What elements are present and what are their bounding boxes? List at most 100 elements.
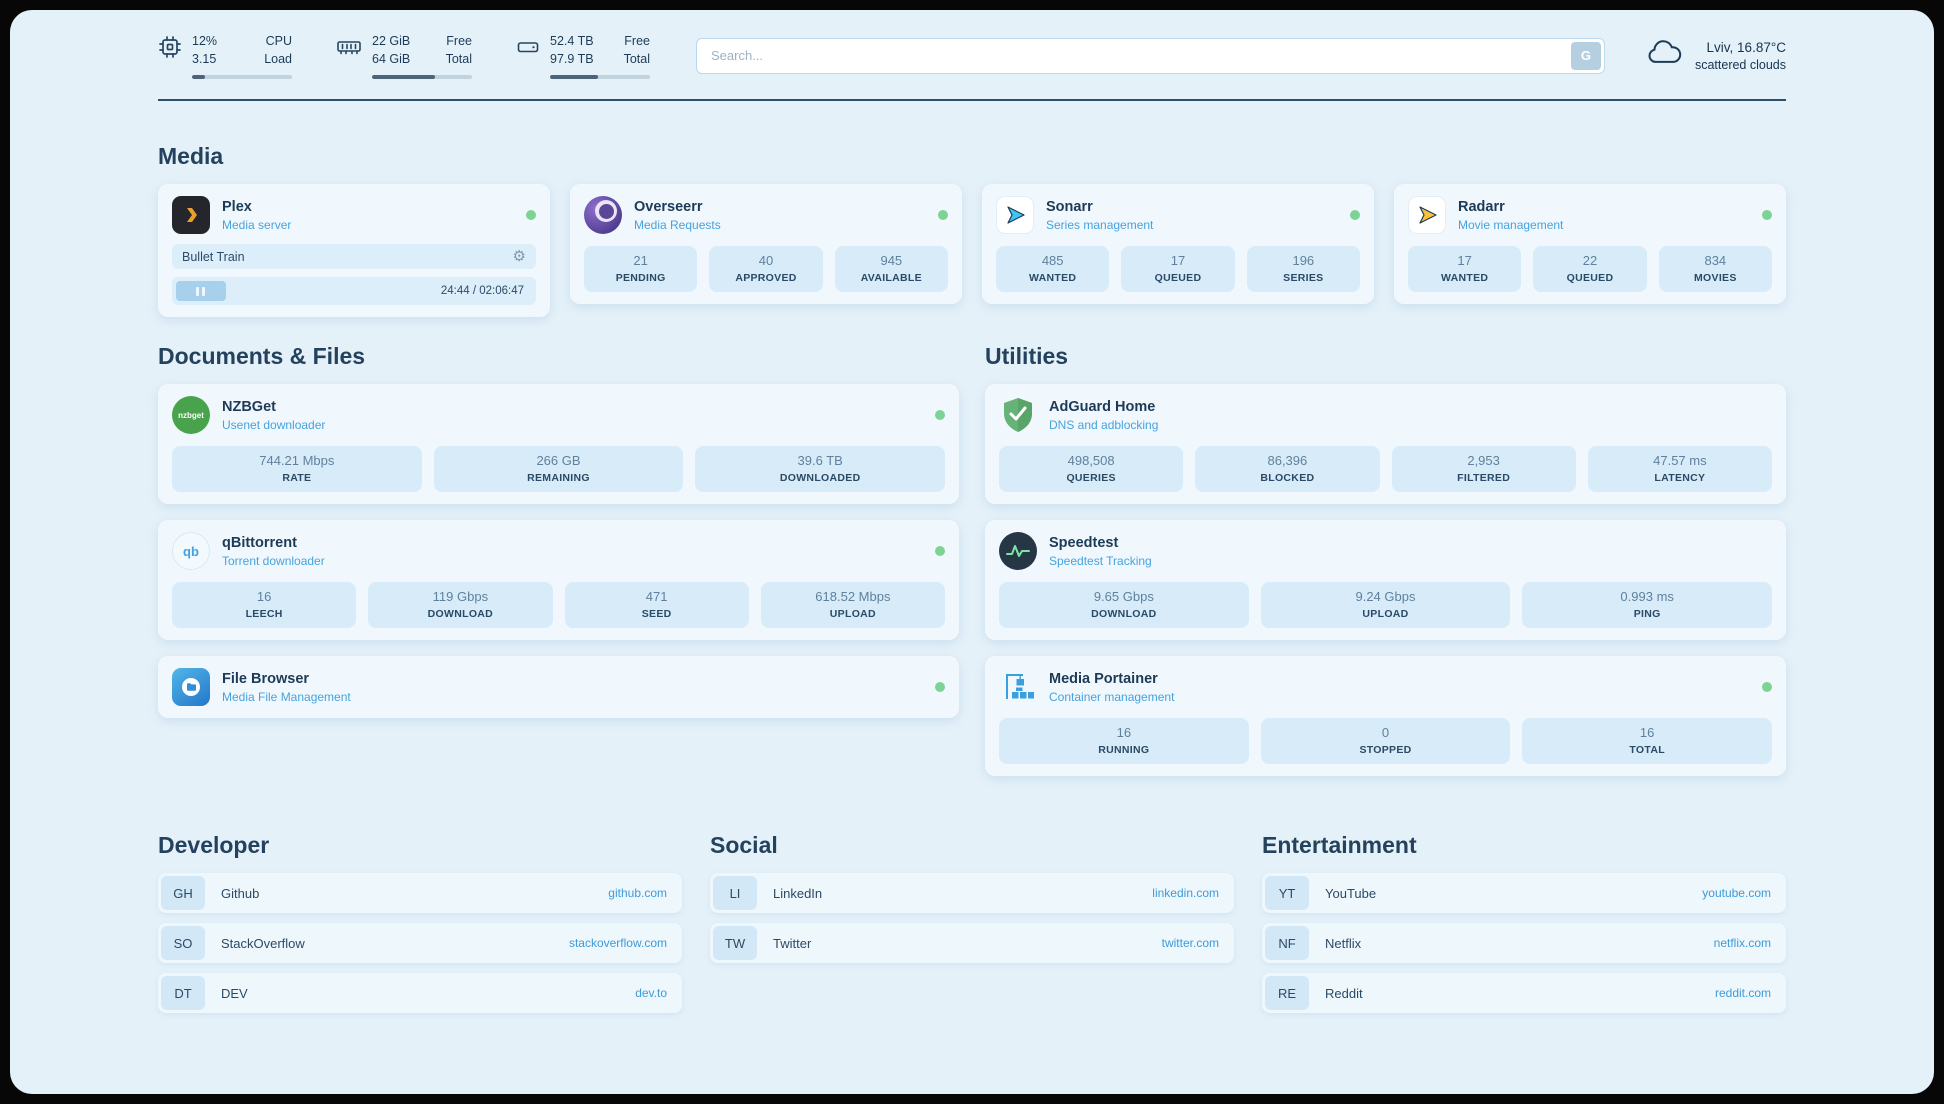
ram-total-value: 64 GiB [372,52,411,67]
stat-label: RUNNING [1098,744,1150,757]
stat-chip: 9.24 Gbps UPLOAD [1260,582,1511,629]
stat-label: DOWNLOADED [779,472,861,485]
stat-chip: 945 AVAILABLE [834,246,948,293]
stat-label: WANTED [1441,272,1489,285]
stat-value: 471 [645,589,668,605]
stat-label: UPLOAD [829,608,876,621]
speedtest-card[interactable]: Speedtest Speedtest Tracking 9.65 Gbps D… [985,520,1786,641]
gear-icon[interactable]: ⚙ [512,248,526,266]
stat-value: 945 [880,253,903,269]
stat-label: LATENCY [1654,472,1706,485]
documents-section: Documents & Files nzbget NZBGet Usenet d… [158,343,959,719]
stat-label: STOPPED [1359,744,1412,757]
system-stats: 12% 3.15 CPU Load [158,32,650,80]
adguard-card[interactable]: AdGuard Home DNS and adblocking 498,508 … [985,384,1786,505]
stat-chip: 17 QUEUED [1121,246,1235,293]
stat-value: 196 [1292,253,1315,269]
stat-label: QUERIES [1066,472,1116,485]
bookmark-abbr: SO [161,926,205,961]
status-dot [1350,210,1360,221]
stat-chip: 16 TOTAL [1522,718,1772,765]
bookmark-abbr: TW [713,926,757,961]
topbar: 12% 3.15 CPU Load [158,32,1786,80]
pause-button[interactable] [176,281,226,302]
load-label: Load [264,52,292,67]
topbar-divider [158,99,1786,102]
stat-chip: 498,508 QUERIES [999,446,1184,493]
cpu-usage-value: 12% [192,34,218,48]
app-subtitle: Movie management [1458,217,1564,232]
app-title: qBittorrent [222,534,297,551]
app-subtitle: Media server [222,217,292,232]
bookmark-netflix[interactable]: NF Netflix netflix.com [1262,923,1786,964]
qbittorrent-icon: qb [172,532,210,571]
bookmark-stackoverflow[interactable]: SO StackOverflow stackoverflow.com [158,923,682,964]
stat-chip: 196 SERIES [1246,246,1360,293]
status-dot [526,210,536,221]
radarr-icon [1408,196,1446,235]
sonarr-card[interactable]: Sonarr Series management 485 WANTED 17 Q… [982,184,1374,305]
stat-label: TOTAL [1629,744,1665,757]
stat-chip: 16 RUNNING [999,718,1249,765]
bookmark-abbr: GH [161,876,205,911]
stat-label: SERIES [1283,272,1324,285]
cpu-progress-bar [192,75,292,80]
filebrowser-card[interactable]: File Browser Media File Management [158,656,959,719]
stat-value: 47.57 ms [1653,453,1707,469]
search-input[interactable] [696,37,1605,74]
app-subtitle: Media File Management [222,689,351,704]
bookmark-abbr: NF [1265,926,1309,961]
app-subtitle: Container management [1049,689,1175,704]
bookmark-github[interactable]: GH Github github.com [158,873,682,914]
status-dot [938,210,948,221]
bookmark-reddit[interactable]: RE Reddit reddit.com [1262,973,1786,1014]
disk-icon [516,35,540,59]
overseerr-card[interactable]: Overseerr Media Requests 21 PENDING 40 A… [570,184,962,305]
dashboard-page: 12% 3.15 CPU Load [10,10,1934,1094]
stat-value: 266 GB [536,453,581,469]
stat-value: 834 [1704,253,1727,269]
weather-location: Lviv, 16.87°C [1706,39,1786,55]
ram-free-value: 22 GiB [372,34,411,48]
portainer-card[interactable]: Media Portainer Container management 16 … [985,656,1786,777]
stat-chip: 9.65 Gbps DOWNLOAD [999,582,1249,629]
bookmark-linkedin[interactable]: LI LinkedIn linkedin.com [710,873,1234,914]
status-dot [1762,210,1772,221]
status-dot [935,410,945,421]
stat-label: LEECH [245,608,283,621]
pause-icon [196,286,200,296]
app-title: AdGuard Home [1049,398,1156,415]
stat-label: AVAILABLE [860,272,922,285]
weather-condition: scattered clouds [1694,57,1786,72]
stat-chip: 0 STOPPED [1260,718,1511,765]
search-engine-button[interactable]: G [1570,41,1601,70]
stat-chip: 22 QUEUED [1533,246,1647,293]
bookmark-youtube[interactable]: YT YouTube youtube.com [1262,873,1786,914]
stat-label: FILTERED [1457,472,1511,485]
nzbget-card[interactable]: nzbget NZBGet Usenet downloader 744.21 M… [158,384,959,505]
nzbget-icon: nzbget [172,396,210,435]
bookmark-abbr: RE [1265,976,1309,1011]
app-subtitle: Media Requests [634,217,721,232]
stat-value: 40 [758,253,774,269]
status-dot [1762,682,1772,693]
stat-value: 16 [1116,725,1132,741]
app-subtitle: Speedtest Tracking [1049,553,1152,568]
qbittorrent-card[interactable]: qb qBittorrent Torrent downloader 16 LEE… [158,520,959,641]
bookmark-dev[interactable]: DT DEV dev.to [158,973,682,1014]
social-section-title: Social [710,832,778,859]
stat-chip: 618.52 Mbps UPLOAD [760,582,945,629]
bookmark-name: YouTube [1325,885,1377,901]
stat-chip: 17 WANTED [1408,246,1522,293]
media-section: Media Plex Media server Bullet Train ⚙ [158,143,1786,318]
radarr-card[interactable]: Radarr Movie management 17 WANTED 22 QUE… [1394,184,1786,305]
bookmark-twitter[interactable]: TW Twitter twitter.com [710,923,1234,964]
documents-section-title: Documents & Files [158,343,366,370]
app-subtitle: DNS and adblocking [1049,417,1159,432]
stat-chip: 119 Gbps DOWNLOAD [368,582,553,629]
status-dot [935,682,945,693]
ram-icon [336,35,362,59]
adguard-shield-icon [999,396,1037,434]
social-section: Social LI LinkedIn linkedin.com TW Twitt… [710,832,1234,973]
plex-card[interactable]: Plex Media server Bullet Train ⚙ 24:44 /… [158,184,550,318]
